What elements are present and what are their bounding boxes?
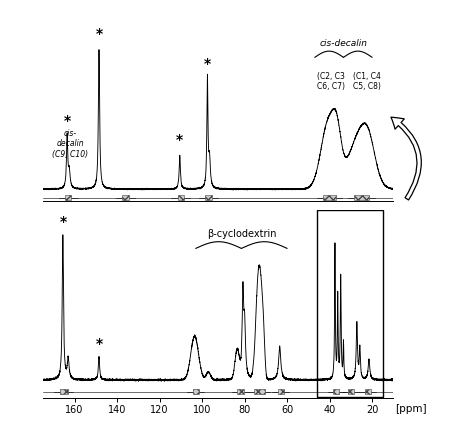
Bar <box>323 196 336 200</box>
Text: *: * <box>95 336 102 351</box>
Bar <box>317 210 383 397</box>
Text: *: * <box>95 27 102 41</box>
Bar <box>348 389 354 395</box>
Bar <box>333 389 339 395</box>
Bar <box>354 196 369 200</box>
Text: cis-
decalin
(C9, C10): cis- decalin (C9, C10) <box>52 129 88 158</box>
Bar <box>122 196 129 200</box>
Bar <box>237 389 244 395</box>
Bar <box>254 389 265 395</box>
Text: β-cyclodextrin: β-cyclodextrin <box>207 229 276 239</box>
Text: *: * <box>59 215 66 229</box>
Bar <box>65 196 72 200</box>
Bar <box>205 196 212 200</box>
Text: (C2, C3
C6, C7): (C2, C3 C6, C7) <box>317 72 345 91</box>
FancyArrowPatch shape <box>391 117 421 200</box>
Bar <box>178 196 184 200</box>
Text: [ppm]: [ppm] <box>395 404 427 414</box>
Text: cis-decalin: cis-decalin <box>319 39 367 48</box>
Text: (C1, C4
C5, C8): (C1, C4 C5, C8) <box>353 72 381 91</box>
Text: *: * <box>176 134 183 148</box>
Bar <box>60 389 68 395</box>
Bar <box>192 389 199 395</box>
Bar <box>365 389 371 395</box>
Text: *: * <box>204 57 211 71</box>
Bar <box>278 389 284 395</box>
Text: *: * <box>64 114 71 128</box>
